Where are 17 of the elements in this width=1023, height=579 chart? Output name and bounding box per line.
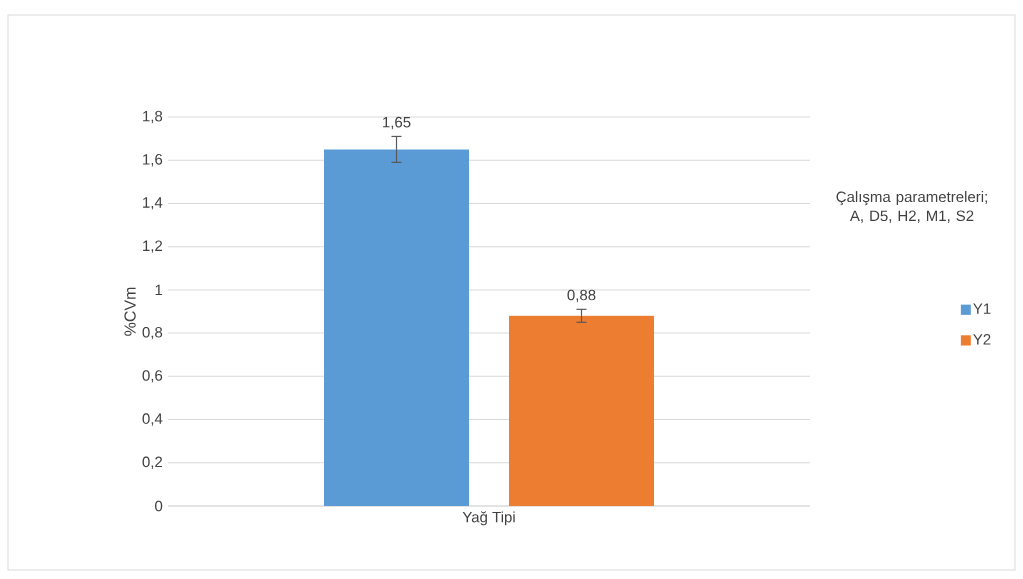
legend-label: Y1 (973, 303, 991, 314)
y-tick-label: 0,4 (142, 413, 163, 426)
y-tick-label: 1,4 (143, 197, 163, 210)
y-tick-label: 0,2 (142, 456, 163, 469)
y-tick-label: 0 (155, 500, 163, 512)
y-tick-label: 1 (155, 284, 163, 296)
y-tick-label: 1,2 (143, 240, 163, 253)
x-tick-label: Yağ Tipi (462, 511, 515, 526)
data-label: 0,88 (567, 289, 596, 303)
legend-title: Çalışma parametreleri; A, D5, H2, M1, S2 (836, 191, 987, 223)
legend-label: Y2 (973, 334, 991, 345)
y-tick-label: 0,6 (142, 370, 163, 383)
y-tick-label: 0,8 (142, 326, 163, 340)
y-axis-title: %CVm (124, 287, 136, 336)
y-tick-label: 1,6 (143, 154, 163, 167)
data-label: 1,65 (383, 116, 411, 130)
y-tick-label: 1,8 (143, 110, 163, 124)
